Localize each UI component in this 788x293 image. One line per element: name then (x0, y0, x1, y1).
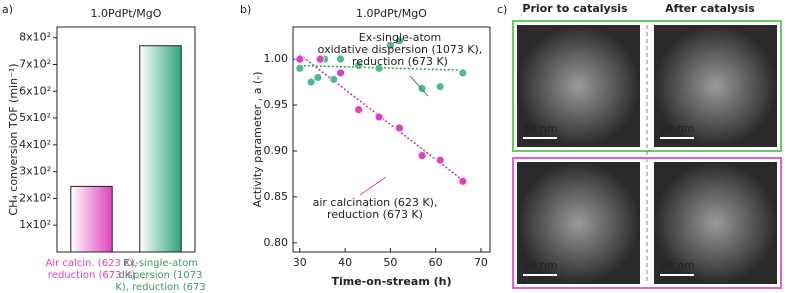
micrograph (654, 162, 777, 284)
panel-label: c) (497, 3, 507, 16)
data-point (354, 61, 364, 70)
scale-bar-label: 20 nm (659, 122, 694, 135)
data-point (354, 105, 364, 115)
data-point (374, 112, 384, 122)
x-tick-label: 30 (293, 256, 307, 269)
data-point (417, 151, 427, 160)
scale-bar-label: 20 nm (659, 259, 694, 272)
micrograph (654, 25, 777, 147)
y-tick-label: 8x10² (19, 31, 51, 44)
chart-title: 1.0PdPt/MgO (91, 7, 162, 20)
annotation: air calcination (623 K), (313, 196, 438, 209)
y-tick-label: 7x10² (19, 58, 51, 71)
y-tick-label: 1x10² (19, 218, 51, 231)
y-tick-label: 0.95 (264, 98, 289, 111)
data-point (295, 54, 305, 64)
y-tick-label: 2x10² (19, 191, 51, 204)
x-tick-label: 70 (474, 256, 488, 269)
axes-frame (56, 26, 196, 253)
data-point (295, 63, 305, 73)
y-tick-label: 0.90 (264, 144, 289, 157)
bar (70, 185, 113, 253)
data-point (395, 36, 404, 46)
data-point (458, 68, 468, 78)
x-tick-label: 50 (383, 256, 397, 269)
scale-bar-label: 30 nm (522, 122, 557, 135)
bar (139, 45, 182, 253)
y-tick-label: 0.80 (264, 236, 289, 249)
data-point (374, 63, 384, 73)
data-point (435, 155, 445, 165)
data-point (458, 176, 468, 186)
y-axis-title: CH₄ conversion TOF (min⁻¹) (7, 63, 20, 215)
panel-label: b) (240, 3, 251, 16)
arrow (409, 75, 429, 97)
x-tick-label: 60 (429, 256, 443, 269)
x-tick-label: Ex-single-atom dispersion (1073 K), redu… (115, 258, 206, 293)
data-point (395, 123, 404, 133)
annotation: reduction (673 K) (352, 55, 448, 68)
data-point (336, 54, 345, 64)
micrograph (517, 25, 640, 147)
y-tick-label: 5x10² (19, 111, 51, 124)
axes-frame (292, 26, 491, 253)
column-header: After catalysis (665, 2, 755, 15)
annotation: oxidative dispersion (1073 K), (318, 43, 483, 56)
y-tick-label: 6x10² (19, 84, 51, 97)
y-tick-label: 0.85 (264, 190, 289, 203)
panel-label: a) (2, 3, 13, 16)
x-tick-label: Air calcin. (623 K), reduction (673 K) (45, 258, 138, 281)
scale-bar-label: 30 nm (522, 259, 557, 272)
data-point (435, 82, 445, 92)
x-tick-label: 40 (338, 256, 352, 269)
data-point (329, 74, 339, 84)
y-tick-label: 3x10² (19, 165, 51, 178)
arrow (359, 176, 387, 196)
data-point (313, 73, 323, 82)
column-header: Prior to catalysis (522, 2, 628, 15)
data-point (336, 68, 345, 78)
y-tick-label: 1.00 (264, 52, 289, 65)
micrograph (517, 162, 640, 284)
data-point (385, 40, 395, 50)
data-point (306, 77, 316, 87)
annotation: Ex-single-atom (359, 31, 441, 44)
annotation: reduction (673 K) (327, 208, 423, 221)
x-axis-title: Time-on-stream (h) (331, 275, 451, 288)
data-point (315, 54, 325, 64)
y-tick-label: 4x10² (19, 138, 51, 151)
chart-title: 1.0PdPt/MgO (356, 7, 427, 20)
y-axis-title: Activity parameter , a (-) (251, 72, 264, 208)
